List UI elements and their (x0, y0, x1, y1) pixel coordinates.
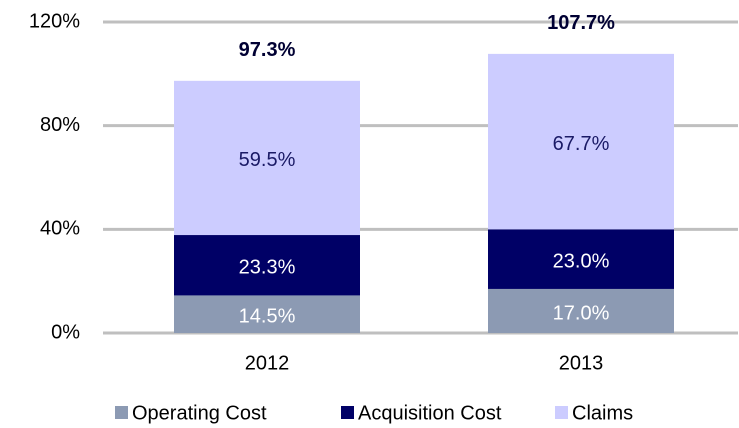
value-label: 59.5% (239, 149, 296, 171)
bar-segment (488, 53, 674, 230)
legend-label: Operating Cost (132, 402, 267, 424)
legend-swatch (341, 406, 354, 419)
x-tick-label: 2012 (245, 352, 290, 374)
y-tick-label: 80% (40, 114, 80, 136)
y-tick-label: 0% (51, 321, 80, 343)
x-tick-label: 2013 (559, 352, 604, 374)
bar-segment (174, 235, 360, 296)
y-tick-label: 40% (40, 218, 80, 240)
value-label: 23.3% (239, 257, 296, 279)
value-label: 23.0% (553, 250, 610, 272)
bar-segment (174, 295, 360, 333)
bar-segment (488, 288, 674, 333)
bar-segment (488, 229, 674, 289)
legend-swatch (115, 406, 128, 419)
legend-label: Claims (572, 402, 633, 424)
bar-segment (174, 80, 360, 236)
y-tick-label: 120% (29, 10, 80, 32)
legend-label: Acquisition Cost (358, 402, 502, 424)
total-label: 107.7% (547, 12, 615, 34)
legend-swatch (555, 406, 568, 419)
value-label: 14.5% (239, 305, 296, 327)
total-label: 97.3% (239, 39, 296, 61)
value-label: 17.0% (553, 302, 610, 324)
value-label: 67.7% (553, 133, 610, 155)
